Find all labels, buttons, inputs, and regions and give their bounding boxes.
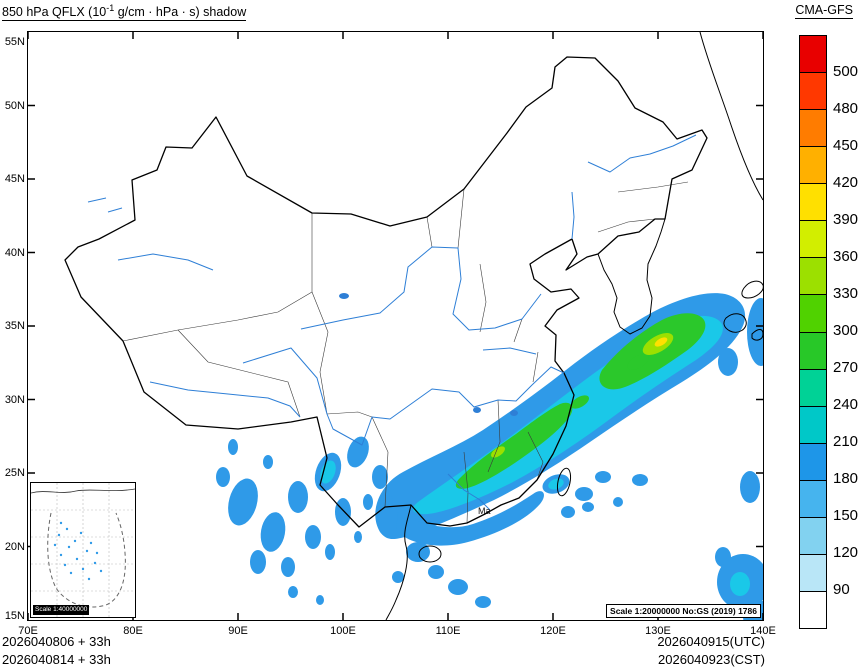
colorbar-segment [800,146,826,184]
lon-tick-label: 130E [645,625,671,637]
colorbar-segment [800,331,826,369]
colorbar-segment [800,405,826,443]
colorbar [799,35,827,629]
lat-tick-label: 35N [4,320,25,332]
colorbar-tick-label: 270 [833,359,859,376]
init-time-utc-label: 2026040806 + 33h [2,634,111,649]
colorbar-segment [800,442,826,480]
colorbar-segment [800,109,826,147]
colorbar-tick-label: 90 [833,581,850,598]
colorbar-segment [800,516,826,554]
lon-tick-label: 90E [228,625,248,637]
colorbar-tick-label: 420 [833,174,859,191]
inset-map-graphics [31,483,135,617]
colorbar-tick-label: 300 [833,322,859,339]
colorbar-tick-label: 180 [833,470,859,487]
colorbar-tick-label: 120 [833,544,859,561]
south-china-sea-inset: Scale 1:40000000 [30,482,136,618]
page-title: 850 hPa QFLX (10-1 g/cm · hPa · s) shado… [2,3,247,22]
colorbar-tick-label: 360 [833,248,859,265]
colorbar-segment [800,553,826,591]
colorbar-segment [800,220,826,258]
colorbar-tick-label: 480 [833,100,859,117]
province-borders-layer [122,181,689,524]
lon-tick-label: 70E [18,625,38,637]
lon-tick-label: 80E [123,625,143,637]
lon-tick-label: 100E [330,625,356,637]
foreign-coastlines-layer [385,32,763,620]
model-label: CMA-GFS [795,3,853,19]
colorbar-segment [800,479,826,517]
inset-scale-badge: Scale 1:40000000 [33,605,90,615]
lat-tick-label: 40N [4,247,25,259]
map-scale-badge: Scale 1:20000000 No:GS (2019) 1786 [606,604,761,618]
lat-tick-label: 30N [4,394,25,406]
colorbar-segment [800,183,826,221]
lat-tick-label: 55N [4,36,25,48]
colorbar-tick-label: 500 [833,63,859,80]
title-suffix: g/cm · hPa · s) shadow [114,5,247,20]
colorbar-tick-label: 150 [833,507,859,524]
lon-tick-label: 110E [435,625,461,637]
init-time-cst-label: 2026040814 + 33h [2,652,111,667]
colorbar-segment [800,72,826,110]
colorbar-tick-label: 240 [833,396,859,413]
lat-tick-label: 50N [4,100,25,112]
colorbar-tick-label: 330 [833,285,859,302]
title-prefix: 850 hPa QFLX (10 [2,5,107,20]
colorbar-tick-label: 390 [833,211,859,228]
lat-tick-label: 25N [4,467,25,479]
rivers-layer [87,134,697,511]
valid-time-utc-label: 2026040915(UTC) [657,634,765,649]
colorbar-tick-label: 450 [833,137,859,154]
lon-tick-label: 120E [540,625,566,637]
lat-tick-label: 45N [4,173,25,185]
lat-tick-label: 15N [4,610,25,622]
national-boundary-layer [64,56,708,528]
colorbar-segment [800,36,826,73]
lon-tick-label: 140E [750,625,776,637]
colorbar-segment [800,368,826,406]
colorbar-tick-label: 210 [833,433,859,450]
map-canvas: Ma Scale 1:40000000 Scale 1:20000000 No:… [27,31,764,621]
lat-tick-label: 20N [4,541,25,553]
colorbar-segment [800,257,826,295]
colorbar-segment [800,294,826,332]
macau-label: Ma [478,506,491,516]
map-graphics: Ma [28,32,763,620]
valid-time-cst-label: 2026040923(CST) [658,652,765,667]
title-superscript: -1 [106,3,115,13]
colorbar-segment [800,590,826,628]
qflx-shading-layer [216,293,763,620]
